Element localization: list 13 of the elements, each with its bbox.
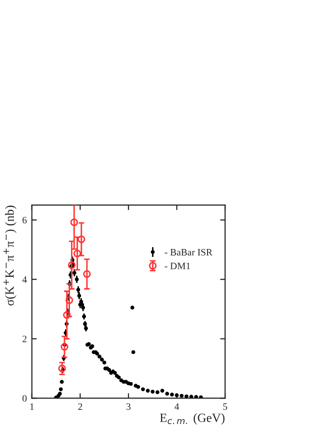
legend-label: - BaBar ISR — [164, 248, 212, 256]
x-tick-label: 2 — [78, 403, 82, 410]
y-tick-label: 2 — [22, 336, 26, 342]
x-tick-label: 3 — [126, 403, 131, 410]
text: σ(K$^{+}$K$^{−}$π$^{+}$π$^{−}$) (nb) — [3, 206, 16, 306]
y-tick-label: 6 — [22, 216, 27, 224]
y-tick-label: 4 — [22, 276, 27, 283]
x-tick-label: 5 — [223, 403, 228, 410]
x-tick-label: 1 — [30, 403, 34, 410]
x-axis-title: E$_{c.m.}$ (GeV) — [160, 413, 225, 425]
x-tick-label: 4 — [174, 403, 180, 410]
y-tick-label: 0 — [22, 395, 27, 402]
legend-label: - DM1 — [164, 262, 190, 270]
